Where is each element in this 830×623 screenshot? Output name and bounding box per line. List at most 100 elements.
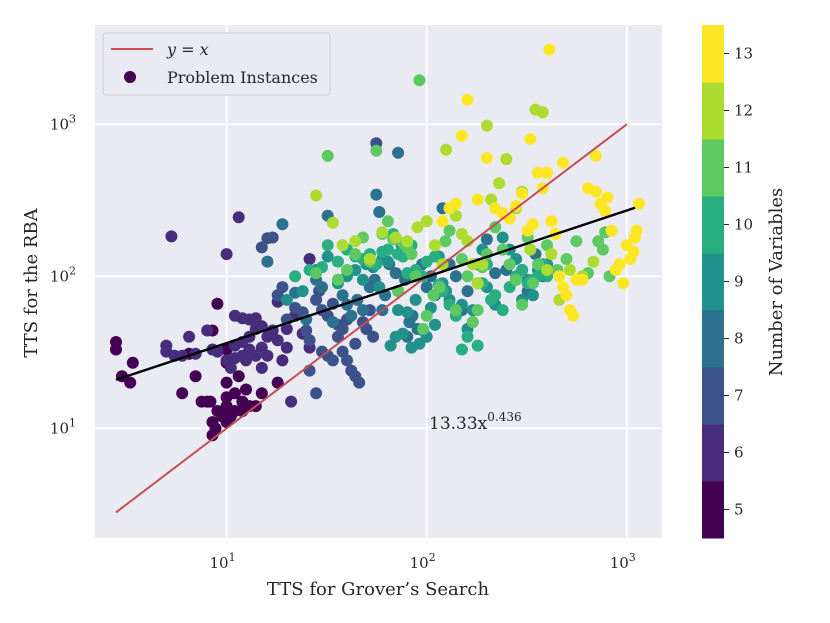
colorbar-tick-label: 5 <box>734 501 744 519</box>
scatter-point <box>449 197 462 210</box>
scatter-point <box>276 218 289 231</box>
scatter-point <box>617 277 630 290</box>
scatter-point <box>349 337 362 350</box>
scatter-point <box>401 235 414 248</box>
scatter-point <box>384 339 397 352</box>
x-axis-label: TTS for Grover’s Search <box>267 579 490 600</box>
scatter-point <box>321 239 334 252</box>
scatter-point <box>589 185 602 198</box>
colorbar-tick-label: 12 <box>734 102 753 120</box>
scatter-point <box>489 221 502 234</box>
scatter-point <box>480 233 493 246</box>
scatter-point <box>373 281 386 294</box>
scatter-point <box>405 248 418 261</box>
scatter-point <box>326 354 339 367</box>
scatter-point <box>440 143 453 156</box>
colorbar-segment <box>702 25 724 83</box>
scatter-point <box>280 293 293 306</box>
scatter-point <box>326 216 339 229</box>
scatter-point <box>541 166 554 179</box>
scatter-point <box>373 206 386 218</box>
scatter-point <box>303 334 316 347</box>
y-tick-label: 102 <box>50 264 76 285</box>
scatter-point <box>363 253 376 265</box>
scatter-point <box>331 273 344 286</box>
scatter-point <box>336 289 349 302</box>
scatter-point <box>449 270 462 283</box>
lines-layer <box>115 123 636 514</box>
scatter-point <box>220 248 233 261</box>
scatter-point <box>563 264 576 276</box>
scatter-point <box>280 341 293 354</box>
scatter-point <box>183 330 196 343</box>
scatter-point <box>261 349 274 362</box>
x-tick-label: 103 <box>610 551 636 572</box>
scatter-point <box>601 191 614 204</box>
scatter-point <box>209 422 222 435</box>
colorbar-tick-label: 11 <box>734 159 753 177</box>
scatter-point <box>356 304 369 317</box>
scatter-point <box>516 187 529 200</box>
scatter-point <box>427 289 440 302</box>
scatter-point <box>545 215 558 228</box>
scatter-point <box>532 258 544 271</box>
scatter-point <box>341 354 353 367</box>
scatter-point <box>204 395 217 408</box>
scatter-point <box>310 387 323 400</box>
scatter-point <box>471 339 484 352</box>
scatter-point <box>493 177 506 190</box>
scatter-point <box>370 144 383 157</box>
x-tick-label: 101 <box>210 551 236 572</box>
scatter-point <box>439 235 452 248</box>
scatter-point <box>455 129 468 142</box>
scatter-point <box>389 267 402 280</box>
scatter-point <box>413 74 426 87</box>
scatter-point <box>266 231 279 244</box>
scatter-point <box>321 250 334 263</box>
scatter-point <box>409 293 422 306</box>
scatter-point <box>429 318 441 331</box>
x-tick-labels: 101 102 103 <box>210 551 636 572</box>
scatter-point <box>271 334 284 347</box>
scatter-point <box>461 270 474 283</box>
legend: y = x Problem Instances <box>102 32 331 96</box>
scatter-point <box>420 309 433 322</box>
legend-marker-swatch <box>124 71 136 83</box>
scatter-point <box>126 356 139 369</box>
scatter-layer <box>110 43 645 442</box>
scatter-point <box>496 231 509 244</box>
colorbar-segment <box>702 424 724 482</box>
scatter-point <box>471 277 484 290</box>
scatter-point <box>503 258 516 271</box>
scatter-point <box>443 224 456 237</box>
scatter-point <box>240 383 252 396</box>
scatter-point <box>613 258 626 271</box>
scatter-point <box>349 248 362 261</box>
scatter-point <box>276 281 289 294</box>
scatter-point <box>471 193 484 206</box>
fit-line <box>115 206 636 381</box>
scatter-point <box>232 370 245 383</box>
scatter-point <box>596 243 609 256</box>
scatter-point <box>411 221 424 234</box>
scatter-point <box>455 343 468 356</box>
scatter-point <box>461 235 474 248</box>
scatter-point <box>201 324 214 337</box>
scatter-point <box>541 264 554 276</box>
scatter-point <box>336 239 349 252</box>
scatter-point <box>316 281 328 294</box>
scatter-point <box>524 133 537 145</box>
scatter-point <box>280 323 293 335</box>
scatter-point <box>543 43 556 56</box>
scatter-point <box>370 188 383 201</box>
scatter-point <box>401 306 414 319</box>
scatter-point <box>436 215 449 228</box>
colorbar: 5 6 7 8 9 10 11 12 13 <box>702 25 753 539</box>
scatter-point <box>461 285 474 298</box>
scatter-point <box>255 361 268 374</box>
scatter-point <box>461 93 474 106</box>
fit-annotation: 13.33x0.436 <box>429 410 522 434</box>
scatter-point <box>516 264 529 276</box>
scatter-point <box>341 264 353 276</box>
scatter-point <box>349 264 362 276</box>
